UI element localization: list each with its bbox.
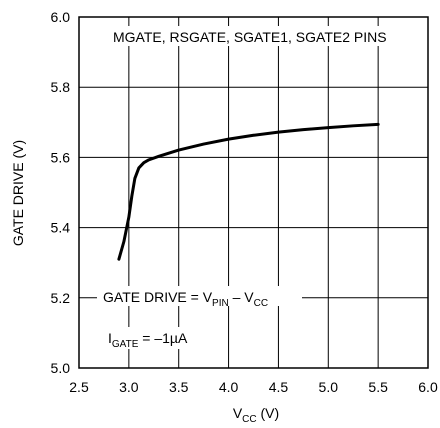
- y-tick-label: 5.2: [51, 290, 71, 306]
- x-axis-title: VCC (V): [233, 405, 279, 425]
- x-tick-label: 4.5: [269, 379, 289, 395]
- y-axis-tick-labels: 5.0 5.2 5.4 5.6 5.8 6.0: [51, 9, 71, 376]
- plot-frame: [78, 16, 429, 369]
- pins-label-bg: [108, 26, 426, 46]
- x-tick-label: 3.5: [169, 379, 189, 395]
- igate-label-bg: [104, 327, 214, 349]
- x-axis-tick-labels: 2.5 3.0 3.5 4.0 4.5 5.0 5.5 6.0: [69, 379, 438, 395]
- x-tick-label: 3.0: [119, 379, 139, 395]
- gate-drive-curve: [117, 122, 380, 261]
- x-tick-label: 2.5: [69, 379, 89, 395]
- y-tick-label: 5.6: [51, 149, 71, 165]
- x-tick-label: 4.0: [219, 379, 239, 395]
- x-tick-label: 5.5: [368, 379, 388, 395]
- gate-drive-equation: GATE DRIVE = VPIN – VCC: [103, 289, 268, 309]
- y-tick-label: 5.8: [51, 79, 71, 95]
- y-tick-label: 5.4: [51, 220, 71, 236]
- x-tick-label: 5.0: [319, 379, 339, 395]
- x-tick-label: 6.0: [418, 379, 438, 395]
- y-tick-label: 5.0: [51, 360, 71, 376]
- y-axis-title: GATE DRIVE (V): [10, 140, 26, 246]
- pins-label: MGATE, RSGATE, SGATE1, SGATE2 PINS: [113, 29, 387, 45]
- igate-label: IGATE = –1µA: [108, 330, 188, 350]
- gate-drive-eq-bg: [97, 286, 302, 306]
- y-tick-label: 6.0: [51, 9, 71, 25]
